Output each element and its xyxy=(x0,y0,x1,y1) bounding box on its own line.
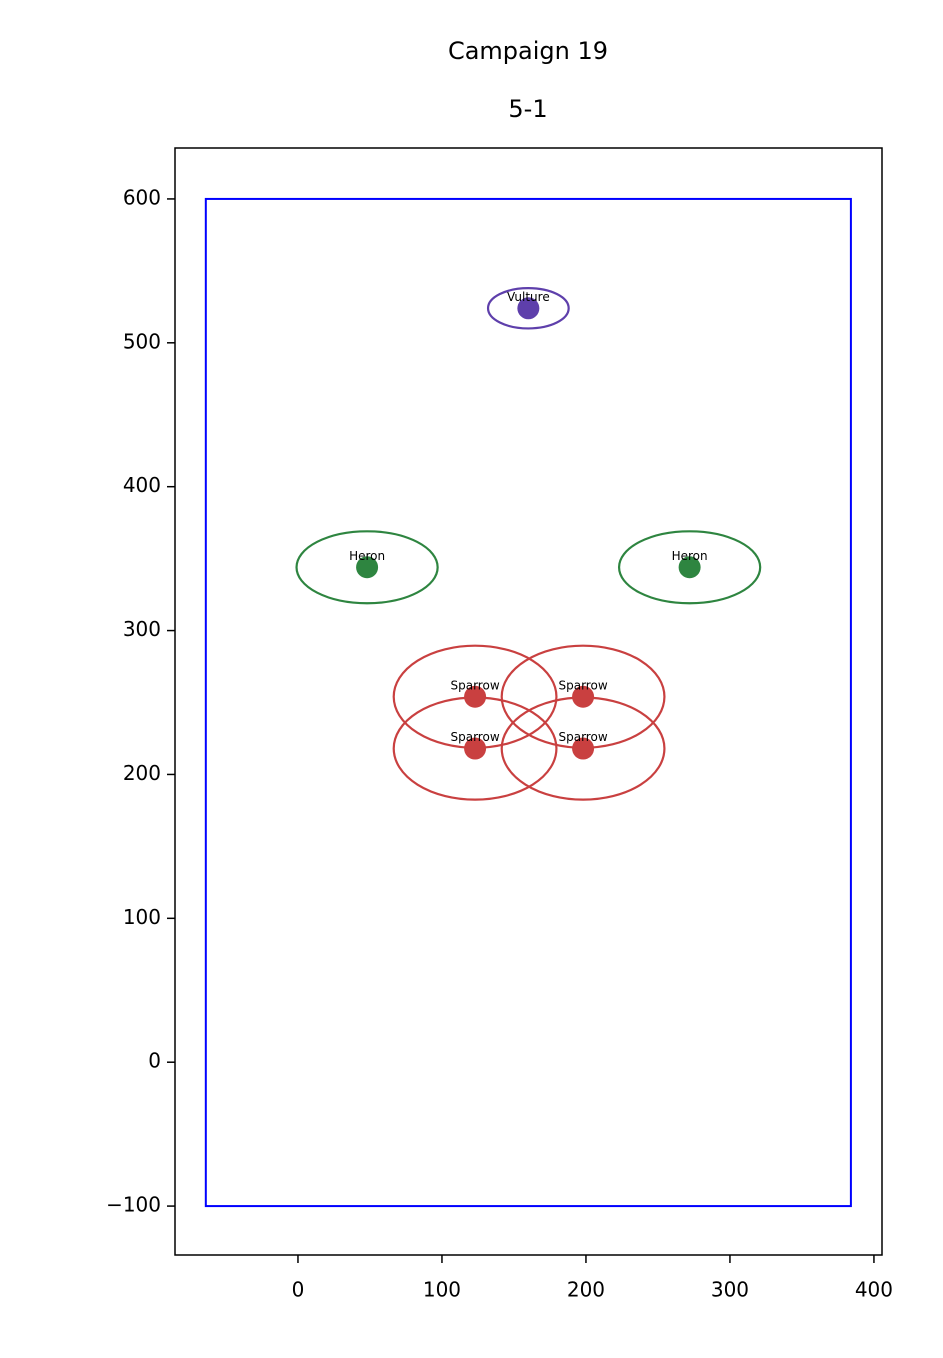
unit-dot xyxy=(356,556,379,579)
y-tick-label: 0 xyxy=(148,1049,161,1073)
x-tick-label: 200 xyxy=(567,1278,605,1302)
unit-range xyxy=(500,696,666,801)
unit-label: Sparrow xyxy=(451,730,500,744)
x-tick-label: 400 xyxy=(855,1278,893,1302)
unit-label: Heron xyxy=(349,549,385,563)
unit-range xyxy=(392,696,558,801)
unit-label: Heron xyxy=(672,549,708,563)
unit-label: Vulture xyxy=(507,290,550,304)
y-tick-label: 600 xyxy=(123,185,161,209)
x-tick-label: 0 xyxy=(292,1278,305,1302)
unit-label: Sparrow xyxy=(559,730,608,744)
y-tick-label: 300 xyxy=(123,617,161,641)
unit-label: Sparrow xyxy=(559,678,608,692)
y-tick-label: 100 xyxy=(123,905,161,929)
unit-dot xyxy=(517,297,540,320)
x-tick-label: 300 xyxy=(711,1278,749,1302)
y-tick-label: 400 xyxy=(123,473,161,497)
chart-subtitle: 5-1 xyxy=(508,95,547,123)
y-tick-label: −100 xyxy=(106,1193,161,1217)
plot-frame xyxy=(174,147,883,1256)
boundary xyxy=(204,197,852,1208)
unit-label: Sparrow xyxy=(451,678,500,692)
unit-range xyxy=(392,644,558,749)
x-tick-label: 100 xyxy=(423,1278,461,1302)
y-tick-label: 500 xyxy=(123,329,161,353)
unit-range xyxy=(295,530,439,605)
unit-range xyxy=(617,530,762,605)
unit-range xyxy=(500,644,666,749)
unit-dot xyxy=(678,556,701,579)
y-tick-label: 200 xyxy=(123,761,161,785)
chart-title: Campaign 19 xyxy=(448,37,608,65)
unit-range xyxy=(486,287,570,330)
